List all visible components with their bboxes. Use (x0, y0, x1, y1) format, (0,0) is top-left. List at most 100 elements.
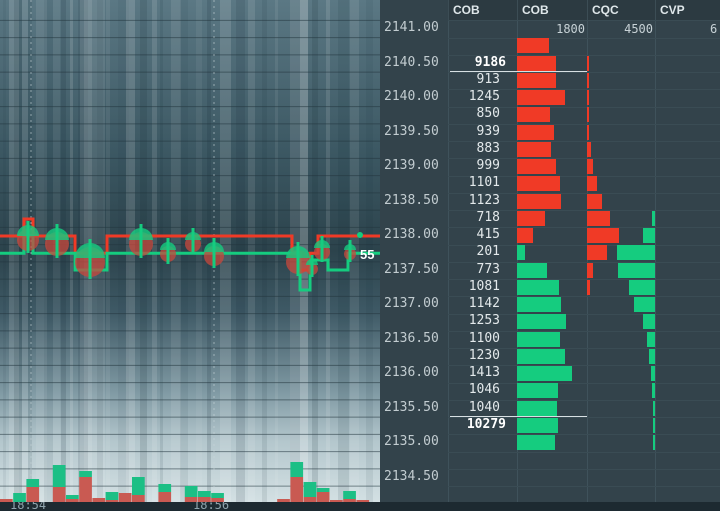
cob-bar (517, 279, 560, 295)
cob-bar (517, 331, 560, 347)
volume-bar-sell (26, 487, 40, 502)
cob-bar (517, 228, 534, 243)
cob-size: 999 (476, 158, 500, 173)
cob-size: 1101 (468, 175, 500, 191)
volume-bar-sell (132, 495, 145, 502)
cob-bar (517, 348, 565, 364)
dom-panel: COB COB CQC CVP 1800 4500 6 2141.00 2140.… (380, 0, 720, 511)
cqc-bar (587, 262, 594, 278)
cqc-bar (587, 210, 610, 226)
cob-size: 201 (476, 244, 500, 260)
volume-bar-sell (343, 499, 356, 502)
last-trade-label: 55 (360, 247, 374, 262)
volume-bar-buy (66, 495, 79, 499)
volume-bar-buy (52, 465, 66, 487)
volume-bar-sell (277, 499, 290, 502)
cob-size: 1040 (468, 399, 500, 415)
cqc-bar (587, 245, 607, 261)
cob-total: 9186 (474, 54, 506, 70)
column-header-cqc[interactable]: CQC (587, 0, 655, 20)
price-label: 2139.00 (384, 158, 439, 173)
price-label: 2139.50 (384, 123, 439, 139)
ask-total-separator (450, 71, 587, 72)
volume-bar-sell (0, 499, 13, 502)
cvp-bar (652, 383, 655, 399)
price-label: 2137.00 (384, 296, 439, 311)
cob-size: 1081 (468, 278, 500, 294)
volume-bar-buy (316, 488, 330, 492)
cob-bar (517, 314, 566, 330)
cob-bar (517, 245, 525, 261)
cvp-bar (653, 400, 655, 416)
cob-bar (517, 435, 556, 450)
cob-scale: 1800 (556, 22, 585, 36)
cqc-bar (587, 228, 619, 243)
cvp-bar (649, 348, 655, 364)
price-label: 2136.00 (384, 365, 439, 380)
volume-bar-buy (198, 491, 211, 497)
cob-bar (517, 90, 566, 105)
volume-bar-sell (316, 492, 330, 502)
cob-size: 1123 (468, 192, 500, 208)
cob-bar (517, 297, 562, 312)
cqc-bar (587, 107, 589, 123)
cqc-bar (587, 159, 594, 174)
cob-size: 1100 (468, 330, 500, 346)
cob-bar (517, 55, 556, 71)
volume-bar-sell (356, 500, 370, 502)
cqc-bar (587, 279, 591, 295)
volume-bar-buy (184, 486, 198, 497)
volume-bar-buy (343, 491, 356, 499)
volume-bar-buy (132, 477, 145, 495)
price-label: 2137.50 (384, 261, 439, 277)
cob-size: 1245 (468, 89, 500, 104)
price-label: 2136.50 (384, 330, 439, 346)
cob-bar (517, 366, 572, 381)
price-label: 2141.00 (384, 20, 439, 35)
cvp-bar (618, 262, 655, 278)
cob-size: 939 (476, 123, 500, 139)
cvp-bar (653, 417, 655, 433)
column-header-cvp[interactable]: CVP (655, 0, 720, 20)
cvp-bar (643, 228, 655, 243)
heatmap-chart[interactable]: 55 (0, 0, 380, 502)
volume-bar-sell (198, 497, 211, 502)
cob-size: 1142 (468, 296, 500, 311)
cob-size: 1253 (468, 313, 500, 329)
time-label: 18:54 (10, 502, 47, 511)
cob-bar (517, 417, 558, 433)
cob-bar (517, 107, 551, 123)
cvp-scale: 6 (710, 22, 718, 36)
cob-size: 1046 (468, 382, 500, 398)
cvp-bar (652, 210, 655, 226)
cob-size: 1413 (468, 365, 500, 380)
volume-bar-sell (92, 498, 106, 502)
price-label: 2134.50 (384, 468, 439, 484)
time-label: 18:56 (193, 502, 230, 511)
volume-bar-sell (105, 500, 119, 502)
price-label: 2135.50 (384, 399, 439, 415)
cqc-scale: 4500 (624, 22, 653, 36)
cob-bar (517, 141, 552, 157)
column-header-cob-bars[interactable]: COB (517, 0, 587, 20)
cqc-bar (587, 193, 603, 209)
volume-bar-buy (303, 482, 317, 497)
price-label: 2140.50 (384, 54, 439, 70)
volume-bar-buy (13, 493, 26, 502)
cvp-bar (634, 297, 655, 312)
volume-bar-sell (303, 497, 317, 502)
cvp-bar (629, 279, 655, 295)
volume-bar-buy (211, 493, 224, 498)
cob-bar (517, 159, 556, 174)
cob-size: 883 (476, 140, 500, 156)
cob-size: 913 (476, 71, 500, 87)
cqc-bar (587, 72, 589, 88)
volume-bar-sell (211, 498, 224, 502)
bid-total-separator (450, 416, 587, 417)
volume-bar-sell (52, 487, 66, 502)
cob-size: 1230 (468, 347, 500, 363)
volume-bar-sell (118, 493, 132, 502)
column-header-cob-size[interactable]: COB (448, 0, 517, 20)
price-label: 2138.50 (384, 192, 439, 208)
cob-total: 10279 (466, 416, 506, 432)
